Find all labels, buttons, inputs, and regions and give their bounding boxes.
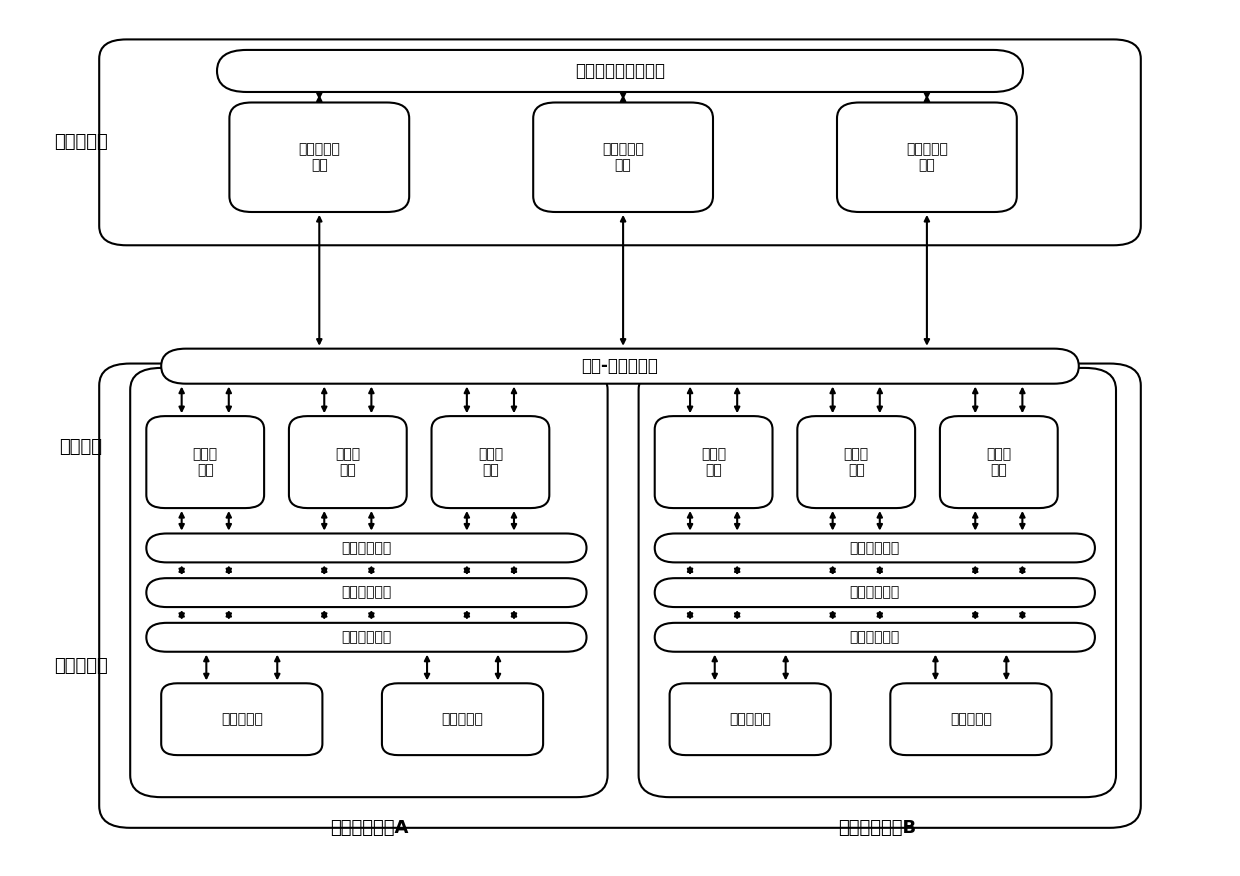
FancyBboxPatch shape	[655, 578, 1095, 607]
FancyBboxPatch shape	[533, 102, 713, 212]
Text: 域管服
务器: 域管服 务器	[701, 447, 727, 477]
Text: 中央管理层: 中央管理层	[53, 133, 108, 151]
Text: 业务数据网络: 业务数据网络	[849, 631, 900, 644]
FancyBboxPatch shape	[382, 683, 543, 755]
FancyBboxPatch shape	[289, 416, 407, 508]
Text: 带内管理网络: 带内管理网络	[341, 541, 392, 555]
FancyBboxPatch shape	[655, 533, 1095, 562]
FancyBboxPatch shape	[890, 683, 1052, 755]
FancyBboxPatch shape	[146, 578, 587, 607]
FancyBboxPatch shape	[161, 683, 322, 755]
Text: 中央-域通信网络: 中央-域通信网络	[582, 357, 658, 375]
FancyBboxPatch shape	[639, 368, 1116, 797]
FancyBboxPatch shape	[217, 50, 1023, 92]
FancyBboxPatch shape	[146, 416, 264, 508]
FancyBboxPatch shape	[655, 416, 773, 508]
Text: 带外管理网络: 带外管理网络	[849, 586, 900, 599]
Text: 中央管理服
务器: 中央管理服 务器	[603, 142, 644, 173]
Text: 受管服务器: 受管服务器	[729, 712, 771, 726]
FancyBboxPatch shape	[837, 102, 1017, 212]
Text: 异地数据中心B: 异地数据中心B	[838, 819, 916, 837]
FancyBboxPatch shape	[229, 102, 409, 212]
FancyBboxPatch shape	[99, 364, 1141, 828]
Text: 域管服
务器: 域管服 务器	[335, 447, 361, 477]
FancyBboxPatch shape	[797, 416, 915, 508]
FancyBboxPatch shape	[670, 683, 831, 755]
Text: 受管资源层: 受管资源层	[53, 657, 108, 675]
FancyBboxPatch shape	[940, 416, 1058, 508]
Text: 域管理层: 域管理层	[60, 438, 102, 456]
FancyBboxPatch shape	[655, 623, 1095, 652]
FancyBboxPatch shape	[146, 533, 587, 562]
FancyBboxPatch shape	[99, 39, 1141, 245]
Text: 域管服
务器: 域管服 务器	[843, 447, 869, 477]
Text: 域管服
务器: 域管服 务器	[986, 447, 1012, 477]
Text: 中央管理服
务器: 中央管理服 务器	[299, 142, 340, 173]
Text: 受管服务器: 受管服务器	[221, 712, 263, 726]
FancyBboxPatch shape	[146, 623, 587, 652]
Text: 带外管理网络: 带外管理网络	[341, 586, 392, 599]
Text: 域管服
务器: 域管服 务器	[192, 447, 218, 477]
Text: 域管服
务器: 域管服 务器	[477, 447, 503, 477]
FancyBboxPatch shape	[432, 416, 549, 508]
FancyBboxPatch shape	[130, 368, 608, 797]
Text: 带内管理网络: 带内管理网络	[849, 541, 900, 555]
Text: 云平台中央管理网络: 云平台中央管理网络	[575, 62, 665, 80]
FancyBboxPatch shape	[161, 349, 1079, 384]
Text: 受管服务器: 受管服务器	[441, 712, 484, 726]
Text: 异地数据中心A: 异地数据中心A	[330, 819, 408, 837]
Text: 业务数据网络: 业务数据网络	[341, 631, 392, 644]
Text: 中央管理服
务器: 中央管理服 务器	[906, 142, 947, 173]
Text: 受管服务器: 受管服务器	[950, 712, 992, 726]
